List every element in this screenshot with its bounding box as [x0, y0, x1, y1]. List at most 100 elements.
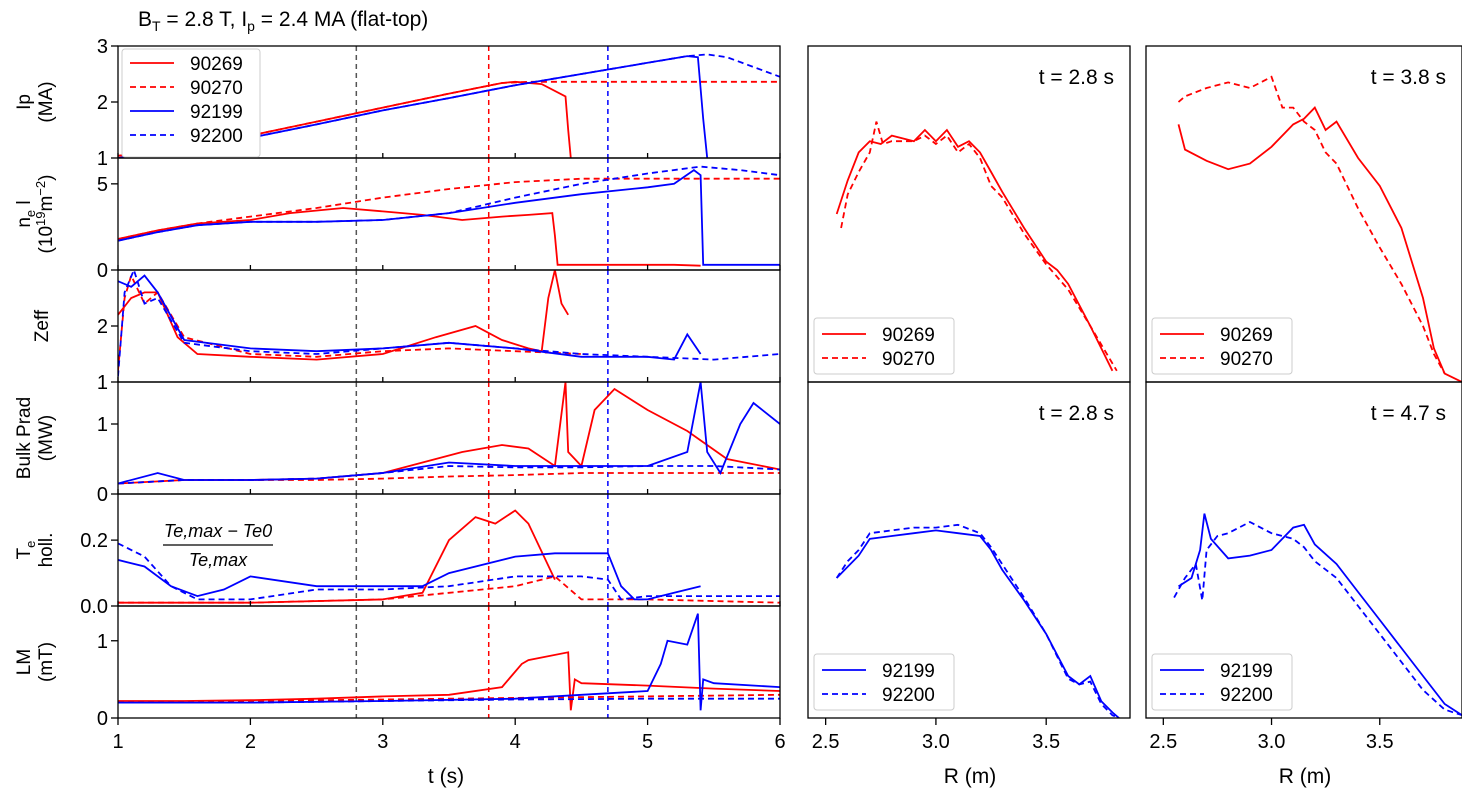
profile-legend-box: [1151, 317, 1293, 375]
series-line-90270: [118, 575, 780, 604]
profile-x-tick-label: 3.0: [1258, 731, 1286, 753]
panel-Ip: 1 2 3 Ip (MA) 90269 90270 92199 92200: [14, 36, 781, 170]
x-tick-label: 2: [245, 731, 256, 753]
profile-legend-box: [813, 317, 955, 375]
profile-legend-box: [1151, 653, 1293, 711]
profile-x-tick-label: 2.5: [1149, 731, 1177, 753]
y-tick-label: 1: [97, 414, 108, 436]
profile-legend-label: 92199: [1220, 661, 1273, 682]
y-tick-label: 1: [97, 148, 108, 170]
profile-frame: [1145, 381, 1462, 719]
series-line-90269: [118, 270, 569, 361]
series-line-90270: [118, 472, 780, 485]
y-axis-label: LM: [14, 649, 35, 675]
x-tick-label: 1: [112, 731, 123, 753]
profile-right-xlabel: R (m): [1279, 765, 1331, 788]
profile-panel-top-right: t = 3.8 s 90269 90270: [1145, 45, 1462, 383]
series-line-90270: [118, 693, 780, 704]
y-axis-label: Bulk Prad: [14, 397, 35, 479]
series-line-92199: [118, 552, 701, 601]
profile-line-90269: [835, 128, 1114, 372]
y-axis-label: Te: [14, 541, 38, 560]
profile-legend-label: 90269: [1220, 325, 1273, 346]
y-axis-unit-label: (mT): [36, 642, 57, 682]
series-line-92199: [118, 168, 780, 266]
series-group: [118, 165, 780, 267]
profile-series-group: [835, 121, 1118, 372]
profile-legend-label: 90270: [882, 349, 935, 370]
legend-label-92200: 92200: [190, 126, 243, 147]
y-axis-unit-label: (MA): [36, 81, 57, 122]
series-line-90270: [118, 177, 780, 240]
series-line-92200: [118, 165, 780, 242]
profile-legend-label: 90270: [1220, 349, 1273, 370]
y-axis-unit-label: (1019m−2): [33, 175, 57, 254]
y-tick-label: 2: [97, 92, 108, 114]
series-line-92200: [118, 465, 780, 485]
x-tick-label: 6: [774, 731, 785, 753]
y-tick-label: 1: [97, 631, 108, 653]
profile-legend-label: 90269: [882, 325, 935, 346]
te-formula-denominator: Te,max: [189, 550, 248, 570]
series-line-90269: [118, 651, 780, 711]
panel-LM: 011 2 3 4 5 6LM (mT): [14, 605, 786, 753]
panel-frame: [117, 605, 781, 719]
profile-line-92200: [835, 523, 1120, 718]
profile-panel-top-left: t = 2.8 s 90269 90270: [807, 45, 1131, 383]
profile-x-tick-label: 3.5: [1366, 731, 1394, 753]
profile-panel-bottom-left: t = 2.8 s 2.5 3.0 3.5 92199 92200: [807, 381, 1131, 753]
y-tick-label: 0: [97, 708, 108, 730]
profile-line-92199: [1178, 513, 1462, 716]
profile-panel-bottom-right: t = 4.7 s 2.5 3.0 3.5 92199 92200: [1145, 381, 1462, 753]
series-group: [118, 382, 780, 485]
time-axis-label: t (s): [428, 765, 464, 788]
profile-time-label: t = 3.8 s: [1371, 66, 1446, 89]
y-axis-label: ne l: [14, 200, 38, 227]
y-tick-label: 3: [97, 36, 108, 58]
y-tick-label: 0.0: [80, 596, 108, 618]
series-line-92199: [118, 274, 702, 361]
figure-title: BT = 2.8 T, Ip = 2.4 MA (flat-top): [138, 8, 428, 34]
y-axis-label: Ip: [14, 94, 35, 110]
y-tick-label: 0: [97, 484, 108, 506]
time-legend: 90269 90270 92199 92200: [121, 48, 261, 158]
legend-label-92199: 92199: [190, 102, 243, 123]
profile-time-label: t = 2.8 s: [1039, 66, 1114, 89]
y-tick-label: 5: [97, 174, 108, 196]
x-tick-label: 5: [642, 731, 653, 753]
y-axis-unit-label: (MW): [36, 415, 57, 461]
y-tick-label: 1: [97, 372, 108, 394]
series-line-92199: [118, 382, 780, 485]
profile-x-tick-label: 2.5: [812, 731, 840, 753]
profile-legend-box: [813, 653, 955, 711]
series-group: [118, 613, 780, 711]
legend-label-90269: 90269: [190, 54, 243, 75]
profile-line-92200: [1173, 520, 1462, 717]
x-tick-label: 4: [510, 731, 521, 753]
series-line-92200: [118, 542, 780, 601]
y-tick-label: 0: [97, 260, 108, 282]
profile-line-92199: [836, 529, 1120, 718]
series-line-90269: [118, 207, 701, 267]
profile-legend-label: 92199: [882, 661, 935, 682]
profile-series-group: [1177, 75, 1462, 382]
series-line-92199: [118, 613, 780, 711]
series-group: [118, 509, 780, 604]
profile-series-group: [1173, 513, 1462, 717]
series-line-92200: [118, 270, 780, 377]
series-line-90270: [118, 273, 582, 371]
profile-series-group: [835, 523, 1120, 718]
y-tick-label: 0.2: [80, 530, 108, 552]
series-line-90269: [118, 509, 556, 604]
profile-legend-label: 92200: [882, 685, 935, 706]
panel-nel: 0 5 ne l(1019m−2): [14, 157, 781, 282]
te-hollowness-formula: Te,max − Te0 Te,max: [163, 521, 273, 570]
te-formula-numerator: Te,max − Te0: [164, 521, 272, 541]
y-axis-label: Zeff: [32, 309, 53, 342]
profile-x-tick-label: 3.0: [922, 731, 950, 753]
panel-frame: [117, 269, 781, 383]
profile-line-90270: [1177, 75, 1446, 375]
